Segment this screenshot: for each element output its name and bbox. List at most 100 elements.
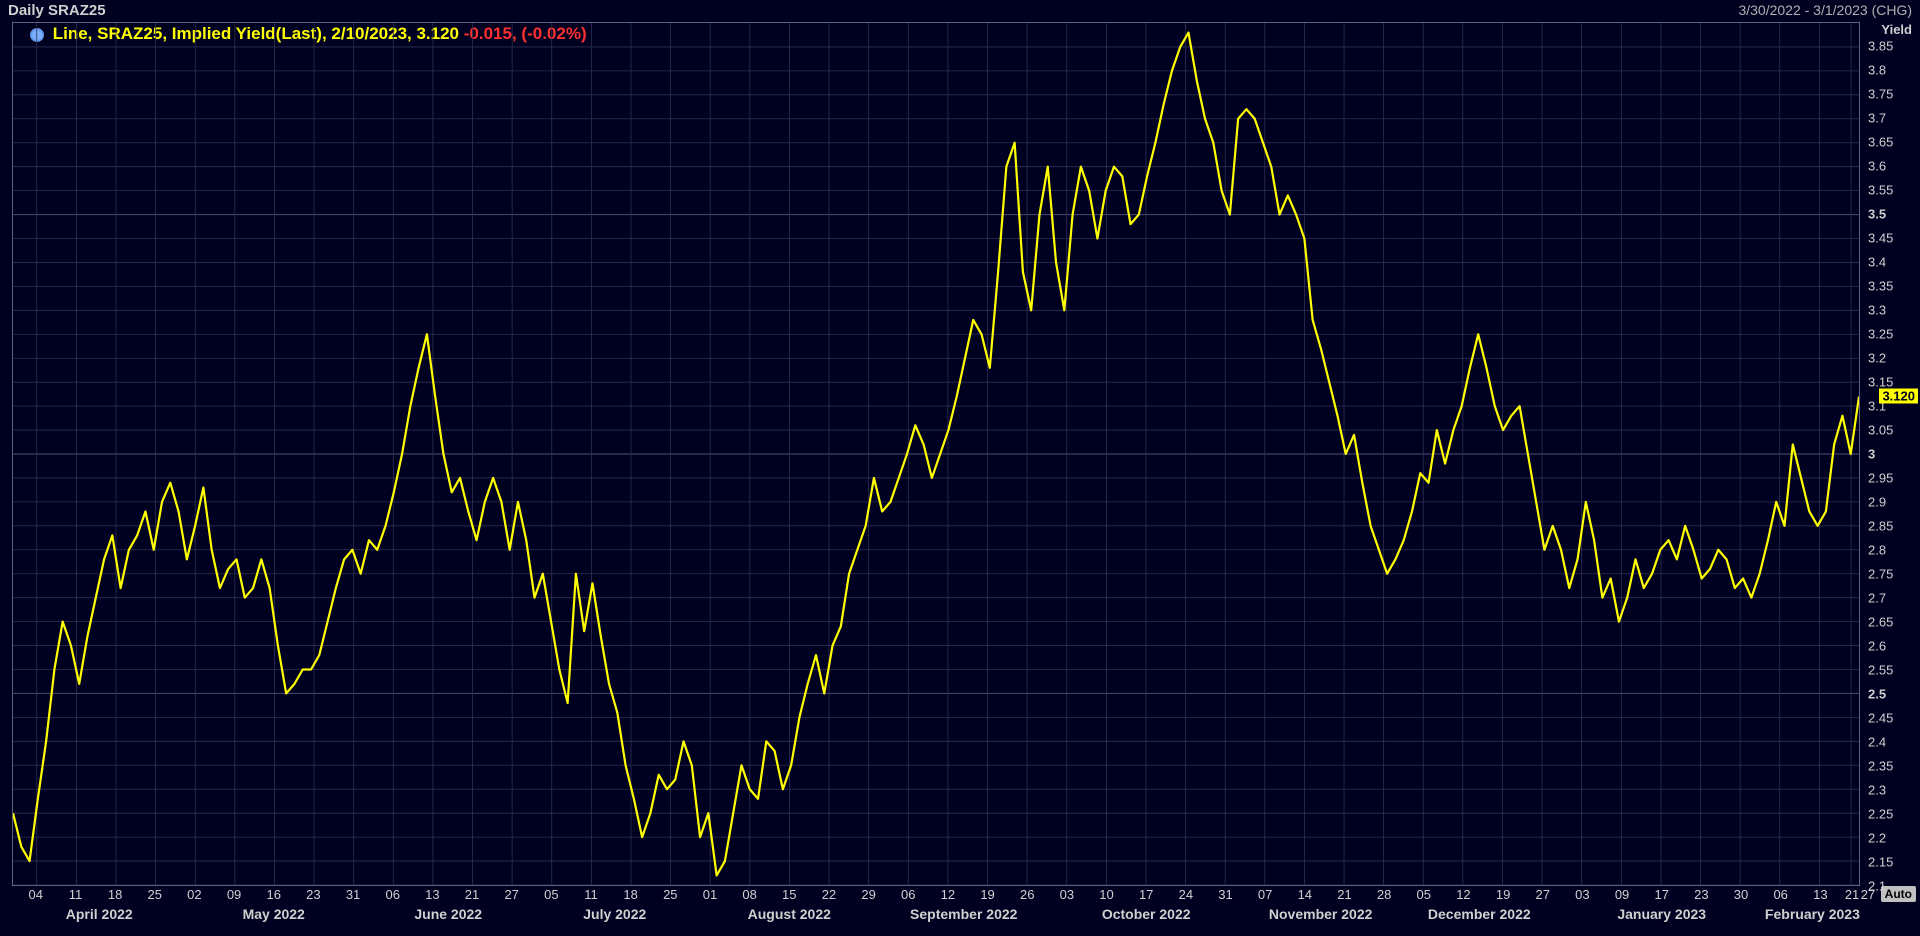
x-month-label: October 2022 [1102, 906, 1191, 922]
y-tick-label: 2.15 [1868, 855, 1918, 870]
x-tick-label: 25 [663, 887, 677, 902]
x-tick-label: 23 [1694, 887, 1708, 902]
chart-svg [13, 23, 1859, 885]
x-tick-label: 11 [584, 887, 598, 902]
y-tick-label: 3.15 [1868, 375, 1918, 390]
x-tick-label: 31 [1218, 887, 1232, 902]
x-tick-label: 09 [227, 887, 241, 902]
x-tick-label: 21 [1337, 887, 1351, 902]
x-month-label: August 2022 [748, 906, 831, 922]
x-tick-label: 09 [1615, 887, 1629, 902]
x-tick-label: 21 [1845, 887, 1859, 902]
x-tick-label: 24 [1179, 887, 1193, 902]
y-tick-label: 3.3 [1868, 303, 1918, 318]
x-tick-label: 27 [1536, 887, 1550, 902]
x-tick-label: 26 [1020, 887, 1034, 902]
y-tick-label: 2.7 [1868, 591, 1918, 606]
y-tick-label: 2.55 [1868, 663, 1918, 678]
y-tick-label: 2.2 [1868, 831, 1918, 846]
y-tick-label: 2.65 [1868, 615, 1918, 630]
y-tick-label: 3.55 [1868, 183, 1918, 198]
x-tick-label: 03 [1575, 887, 1589, 902]
x-tick-label: 04 [29, 887, 43, 902]
x-tick-label: 06 [385, 887, 399, 902]
x-tick-label: 28 [1377, 887, 1391, 902]
y-tick-label: 3.6 [1868, 159, 1918, 174]
x-tick-label: 19 [980, 887, 994, 902]
x-tick-label: 22 [822, 887, 836, 902]
x-tick-label: 05 [1417, 887, 1431, 902]
y-tick-label: 2.1 [1868, 879, 1918, 894]
x-month-label: February 2023 [1765, 906, 1860, 922]
y-tick-label: 3.65 [1868, 135, 1918, 150]
y-tick-label: 2.85 [1868, 519, 1918, 534]
y-tick-label: 3.75 [1868, 87, 1918, 102]
y-tick-label: 2.45 [1868, 711, 1918, 726]
x-month-label: September 2022 [910, 906, 1017, 922]
y-tick-label: 3.35 [1868, 279, 1918, 294]
y-tick-label: 2.6 [1868, 639, 1918, 654]
y-axis-title: Yield [1881, 22, 1912, 37]
y-tick-label: 3.4 [1868, 255, 1918, 270]
x-tick-label: 16 [266, 887, 280, 902]
x-tick-label: 08 [742, 887, 756, 902]
y-tick-label: 2.35 [1868, 759, 1918, 774]
x-tick-label: 27 [504, 887, 518, 902]
y-tick-label: 3.45 [1868, 231, 1918, 246]
x-tick-label: 21 [465, 887, 479, 902]
x-month-label: July 2022 [583, 906, 646, 922]
x-tick-label: 17 [1654, 887, 1668, 902]
x-tick-label: 03 [1060, 887, 1074, 902]
y-tick-label: 2.9 [1868, 495, 1918, 510]
x-tick-label: 06 [1773, 887, 1787, 902]
x-tick-label: 02 [187, 887, 201, 902]
x-tick-label: 27 [1861, 887, 1875, 902]
x-tick-label: 19 [1496, 887, 1510, 902]
y-tick-label: 3 [1868, 447, 1918, 462]
x-tick-label: 29 [861, 887, 875, 902]
x-tick-label: 11 [69, 887, 83, 902]
x-tick-label: 31 [346, 887, 360, 902]
x-tick-label: 13 [425, 887, 439, 902]
x-tick-label: 30 [1734, 887, 1748, 902]
x-month-label: December 2022 [1428, 906, 1531, 922]
x-tick-label: 10 [1099, 887, 1113, 902]
y-tick-label: 2.5 [1868, 687, 1918, 702]
x-tick-label: 23 [306, 887, 320, 902]
chart-title: Daily SRAZ25 [8, 2, 106, 19]
x-month-label: January 2023 [1617, 906, 1706, 922]
x-tick-label: 06 [901, 887, 915, 902]
x-month-label: April 2022 [66, 906, 133, 922]
y-tick-label: 3.2 [1868, 351, 1918, 366]
x-month-label: May 2022 [243, 906, 305, 922]
y-tick-label: 3.8 [1868, 63, 1918, 78]
y-tick-label: 3.7 [1868, 111, 1918, 126]
x-month-label: November 2022 [1269, 906, 1373, 922]
y-tick-label: 2.95 [1868, 471, 1918, 486]
x-tick-label: 13 [1813, 887, 1827, 902]
current-value-label: 3.120 [1879, 389, 1918, 404]
y-tick-label: 3.85 [1868, 39, 1918, 54]
y-tick-label: 2.3 [1868, 783, 1918, 798]
y-tick-label: 2.4 [1868, 735, 1918, 750]
y-tick-label: 3.5 [1868, 207, 1918, 222]
x-tick-label: 15 [782, 887, 796, 902]
x-tick-label: 07 [1258, 887, 1272, 902]
x-tick-label: 14 [1298, 887, 1312, 902]
x-month-label: June 2022 [414, 906, 482, 922]
x-tick-label: 05 [544, 887, 558, 902]
x-tick-label: 01 [703, 887, 717, 902]
date-range-label: 3/30/2022 - 3/1/2023 (CHG) [1738, 2, 1912, 18]
y-tick-label: 3.05 [1868, 423, 1918, 438]
y-tick-label: 2.25 [1868, 807, 1918, 822]
x-tick-label: 12 [1456, 887, 1470, 902]
x-tick-label: 12 [941, 887, 955, 902]
x-tick-label: 18 [108, 887, 122, 902]
y-tick-label: 3.25 [1868, 327, 1918, 342]
x-tick-label: 17 [1139, 887, 1153, 902]
y-tick-label: 2.75 [1868, 567, 1918, 582]
chart-plot-area[interactable] [12, 22, 1860, 886]
x-tick-label: 25 [148, 887, 162, 902]
x-tick-label: 18 [623, 887, 637, 902]
y-tick-label: 2.8 [1868, 543, 1918, 558]
